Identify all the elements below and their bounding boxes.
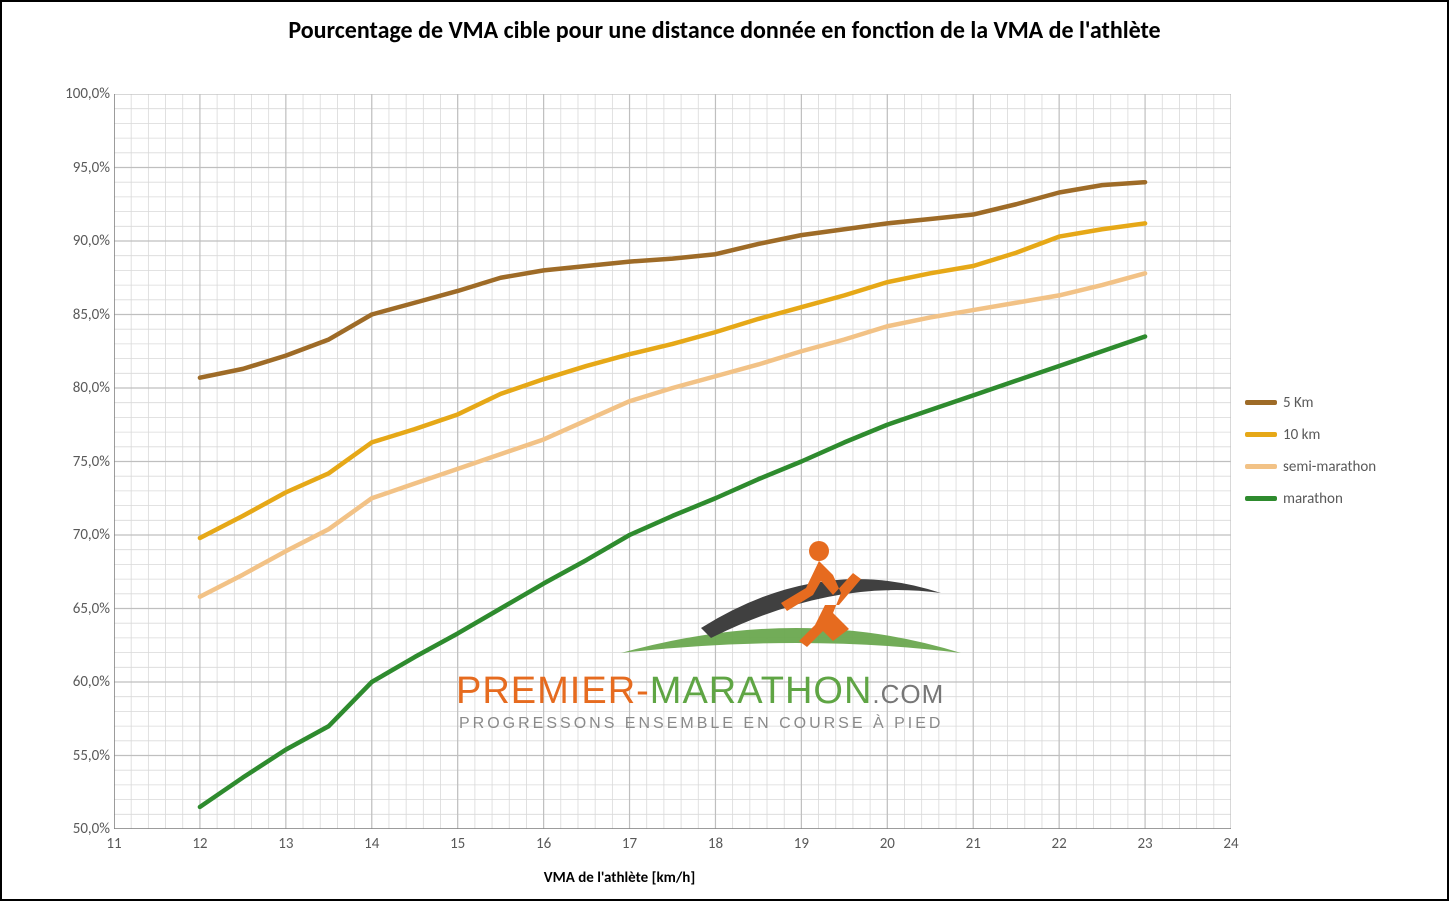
x-tick-label: 11 <box>106 835 121 853</box>
x-tick-label: 23 <box>1137 835 1152 853</box>
x-tick-label: 13 <box>278 835 293 853</box>
y-tick-label: 60,0% <box>73 673 110 691</box>
legend-label: semi-marathon <box>1283 458 1376 476</box>
y-tick-label: 65,0% <box>73 600 110 618</box>
chart-title: Pourcentage de VMA cible pour une distan… <box>8 16 1441 46</box>
x-tick-label: 15 <box>450 835 465 853</box>
x-tick-label: 20 <box>880 835 895 853</box>
x-tick-label: 14 <box>364 835 379 853</box>
y-tick-label: 85,0% <box>73 306 110 324</box>
y-tick-label: 80,0% <box>73 379 110 397</box>
y-tick-label: 75,0% <box>73 453 110 471</box>
legend-label: 10 km <box>1283 426 1320 444</box>
x-tick-label: 22 <box>1052 835 1067 853</box>
x-tick-label: 18 <box>708 835 723 853</box>
y-tick-labels: 50,0%55,0%60,0%65,0%70,0%75,0%80,0%85,0%… <box>56 94 110 829</box>
plot-svg <box>114 94 1231 829</box>
plot-area-wrap: PREMIER-MARATHON.COM PROGRESSONS ENSEMBL… <box>114 94 1231 829</box>
x-tick-label: 24 <box>1223 835 1238 853</box>
legend: 5 Km 10 km semi-marathon marathon <box>1245 380 1435 522</box>
x-tick-label: 17 <box>622 835 637 853</box>
legend-swatch <box>1245 400 1277 405</box>
x-tick-label: 12 <box>192 835 207 853</box>
y-tick-label: 50,0% <box>73 820 110 838</box>
legend-label: 5 Km <box>1283 394 1314 412</box>
y-tick-label: 55,0% <box>73 747 110 765</box>
chart-frame: Pourcentage de VMA cible pour une distan… <box>0 0 1449 901</box>
x-axis-label: VMA de l'athlète [km/h] <box>8 869 1231 887</box>
legend-swatch <box>1245 464 1277 469</box>
x-tick-label: 21 <box>966 835 981 853</box>
legend-item: 5 Km <box>1245 394 1435 412</box>
legend-swatch <box>1245 496 1277 501</box>
x-tick-label: 19 <box>794 835 809 853</box>
y-tick-label: 90,0% <box>73 232 110 250</box>
x-tick-label: 16 <box>536 835 551 853</box>
legend-swatch <box>1245 432 1277 437</box>
legend-item: semi-marathon <box>1245 458 1435 476</box>
y-tick-label: 70,0% <box>73 526 110 544</box>
chart-inner: Pourcentage de VMA cible pour une distan… <box>8 8 1441 893</box>
legend-item: marathon <box>1245 490 1435 508</box>
y-tick-label: 95,0% <box>73 159 110 177</box>
legend-label: marathon <box>1283 490 1343 508</box>
y-tick-label: 100,0% <box>65 85 110 103</box>
legend-item: 10 km <box>1245 426 1435 444</box>
x-tick-labels: 1112131415161718192021222324 <box>114 835 1231 855</box>
